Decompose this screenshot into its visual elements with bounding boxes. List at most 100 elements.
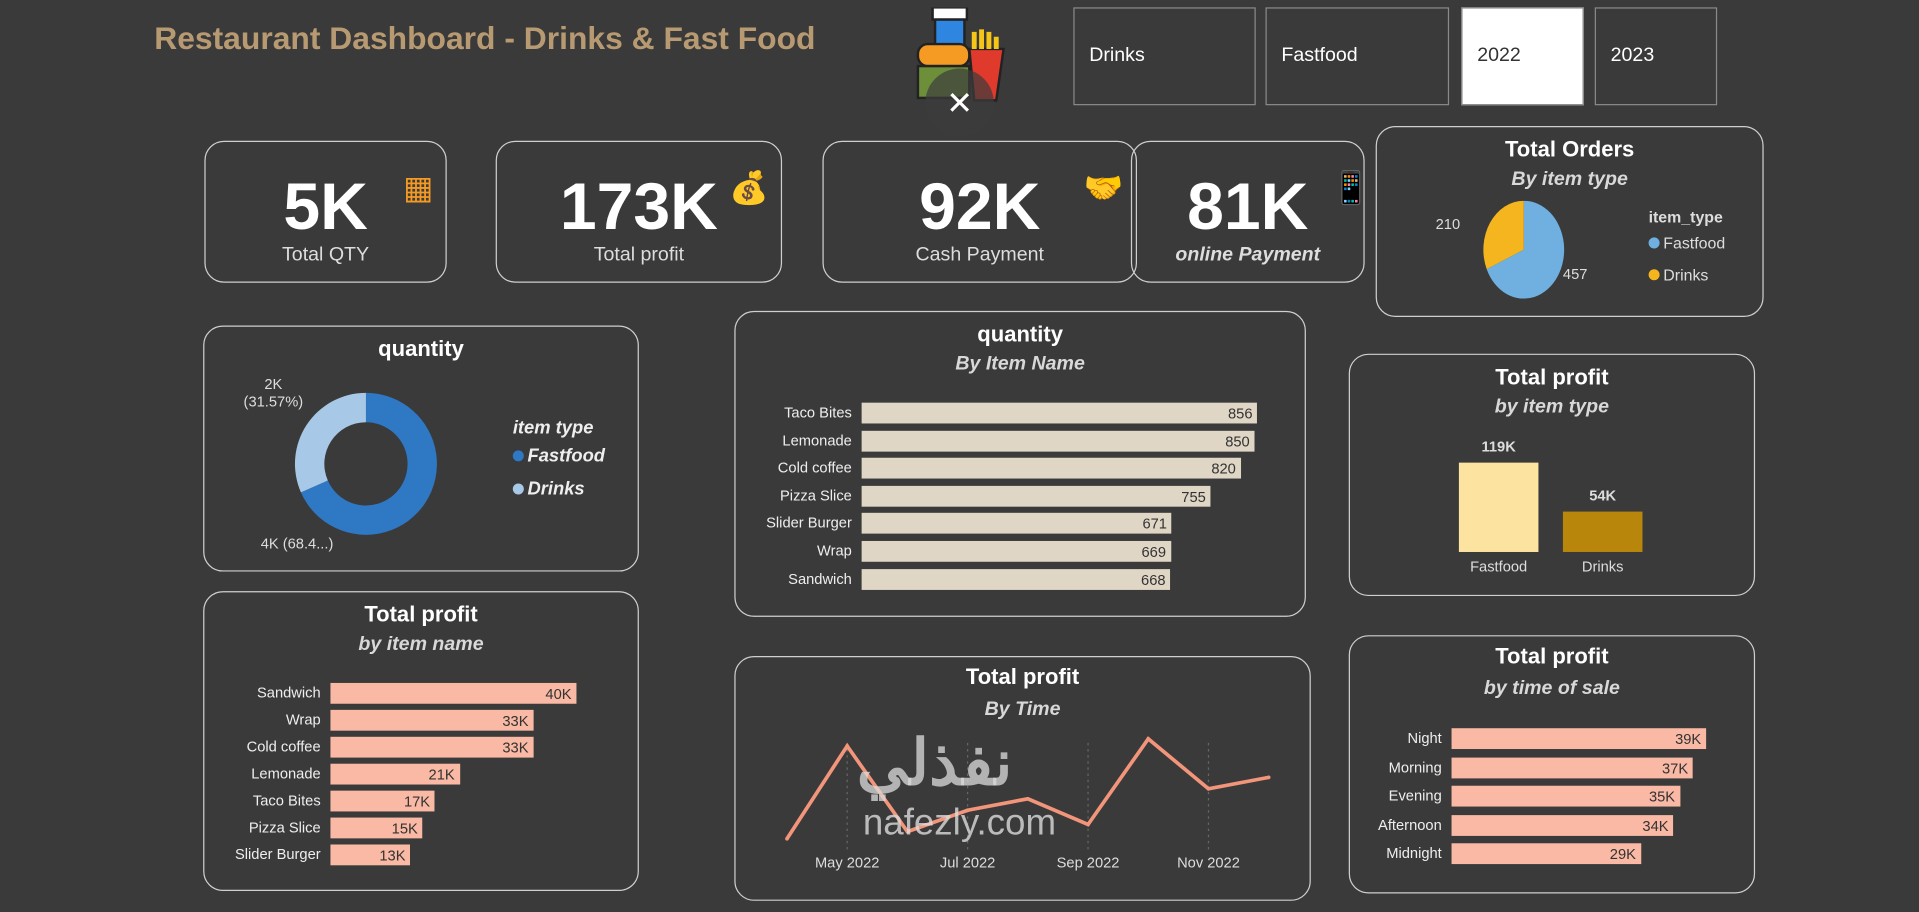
bar[interactable]: [861, 457, 1241, 479]
pie-label-drinks: 210: [1435, 215, 1461, 233]
bar-fastfood[interactable]: [1458, 462, 1539, 552]
bar-label: Morning: [1388, 758, 1442, 776]
kpi-value: 81K: [1187, 170, 1309, 244]
total-orders-card: Total Orders By item type 210 457 item_t…: [1375, 126, 1764, 317]
bar[interactable]: [330, 844, 411, 866]
kpi-value: 5K: [283, 170, 368, 244]
slicer-drinks[interactable]: Drinks: [1073, 7, 1256, 106]
bar-label: Cold coffee: [777, 459, 852, 477]
bar-label: Afternoon: [1378, 816, 1442, 834]
slicer-2023[interactable]: 2023: [1594, 7, 1718, 106]
bar-value: 33K: [502, 739, 529, 757]
pie-slice-drinks[interactable]: [1483, 200, 1524, 270]
bar[interactable]: [861, 513, 1172, 535]
bar-label: Wrap: [285, 711, 321, 729]
bar-drinks[interactable]: [1562, 511, 1643, 552]
bar-value: 39K: [1675, 730, 1702, 748]
slicer-2022[interactable]: 2022: [1461, 7, 1584, 106]
profit-by-time-of-sale-card: Total profit by time of sale Night 39K Mor…: [1348, 635, 1756, 894]
bar-label: Slider Burger: [766, 514, 852, 532]
bar-value: 40K: [545, 685, 572, 703]
bar[interactable]: [1451, 757, 1694, 778]
card-subtitle: by time of sale: [1483, 678, 1620, 699]
bar-value: 820: [1211, 460, 1236, 478]
data-point[interactable]: [1206, 786, 1211, 791]
bar-label: Night: [1407, 729, 1442, 747]
orders-pie-chart: [1483, 200, 1565, 299]
bar-label: Evening: [1388, 787, 1442, 805]
bar[interactable]: [861, 430, 1255, 452]
bar[interactable]: [330, 682, 577, 704]
watermark-arabic: نفذلي: [856, 728, 1013, 800]
bar[interactable]: [1451, 728, 1707, 750]
legend-label: Drinks: [1663, 265, 1709, 284]
bar-value: 37K: [1662, 759, 1689, 777]
kpi-label: online Payment: [1175, 244, 1321, 266]
bar-value: 54K: [1589, 486, 1617, 505]
card-subtitle: By Time: [984, 698, 1061, 720]
legend-title: item type: [512, 417, 594, 439]
cash-hand-icon: 🤝: [1083, 168, 1124, 206]
bar[interactable]: [330, 763, 460, 785]
kpi-label: Total QTY: [282, 244, 370, 266]
kpi-card-2: 92K Cash Payment 🤝: [822, 140, 1138, 283]
bar[interactable]: [330, 709, 534, 731]
bar-value: 13K: [379, 846, 406, 865]
bar-label: Sandwich: [788, 569, 852, 587]
donut-label-drinks: 2K (31.57%): [243, 375, 304, 411]
legend-drinks[interactable]: Drinks: [512, 479, 585, 499]
bar[interactable]: [861, 402, 1258, 424]
bar[interactable]: [1451, 814, 1674, 836]
close-button[interactable]: ✕: [925, 68, 994, 138]
bar-label: Lemonade: [782, 431, 852, 449]
pie-slice-fastfood[interactable]: [1486, 200, 1565, 299]
bar-category: Drinks: [1581, 558, 1624, 576]
bar-value: 856: [1227, 405, 1253, 423]
profit-line-chart: May 2022 Jul 2022 Sep 2022 Nov 2022: [785, 736, 1271, 872]
bar-label: Pizza Slice: [248, 818, 321, 836]
bar[interactable]: [330, 790, 436, 812]
card-title: Total profit: [364, 602, 478, 627]
kpi-card-0: 5K Total QTY ▦: [204, 140, 447, 283]
data-point[interactable]: [1266, 775, 1271, 780]
data-point[interactable]: [965, 808, 970, 813]
bar[interactable]: [861, 568, 1171, 590]
data-point[interactable]: [1086, 822, 1090, 827]
profit-by-name-card: Total profit by item name Sandwich 40K Wra…: [203, 591, 639, 891]
donut-slice-fastfood[interactable]: [300, 392, 437, 535]
card-subtitle: By item type: [1511, 168, 1628, 190]
data-point[interactable]: [845, 744, 850, 748]
data-point[interactable]: [1146, 736, 1151, 741]
bar-label: Cold coffee: [246, 738, 321, 756]
legend-drinks[interactable]: Drinks: [1648, 265, 1709, 284]
data-point[interactable]: [1025, 796, 1030, 801]
bar[interactable]: [861, 485, 1211, 507]
bar[interactable]: [1451, 843, 1641, 865]
kpi-label: Cash Payment: [915, 244, 1044, 266]
card-title: Total profit: [1495, 364, 1609, 390]
bar-label: Taco Bites: [252, 791, 321, 809]
bar[interactable]: [1451, 785, 1680, 807]
bar[interactable]: [330, 736, 534, 758]
bar-label: Sandwich: [256, 684, 321, 702]
bar-label: Slider Burger: [234, 845, 321, 863]
kpi-value: 173K: [559, 170, 718, 244]
bar-label: Midnight: [1386, 844, 1442, 863]
data-point[interactable]: [785, 836, 789, 841]
mobile-pay-icon: 📱: [1331, 168, 1371, 206]
legend-fastfood[interactable]: Fastfood: [512, 445, 605, 466]
bar[interactable]: [861, 540, 1171, 562]
legend-fastfood[interactable]: Fastfood: [1648, 234, 1725, 252]
data-point[interactable]: [905, 829, 910, 834]
bar-value: 671: [1142, 515, 1167, 533]
card-subtitle: By Item Name: [955, 353, 1085, 375]
bar[interactable]: [330, 817, 423, 839]
quantity-donut-chart: [294, 392, 437, 535]
kpi-label: Total profit: [593, 244, 685, 266]
donut-slice-drinks[interactable]: [294, 392, 366, 493]
card-title: Total profit: [965, 664, 1080, 690]
quantity-by-item-card: quantity By Item Name Taco Bites 856 Lemon…: [734, 310, 1306, 617]
slicer-fastfood[interactable]: Fastfood: [1265, 7, 1450, 106]
bar-value: 33K: [502, 712, 529, 730]
